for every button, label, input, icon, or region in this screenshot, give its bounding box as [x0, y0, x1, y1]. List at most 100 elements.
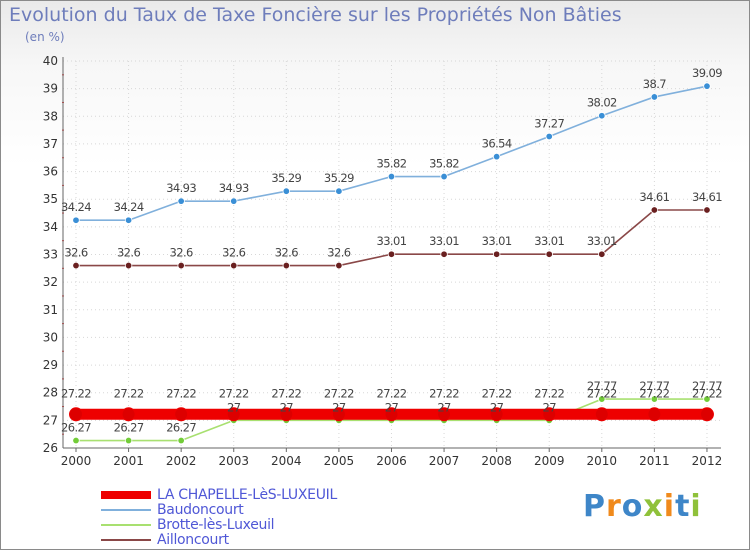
x-tick-label: 2001: [113, 454, 144, 468]
chart-title: Evolution du Taux de Taxe Foncière sur l…: [9, 4, 622, 26]
data-point: [331, 407, 346, 422]
legend-swatch-ailloncourt: [101, 539, 151, 541]
data-label: 33.01: [429, 234, 459, 248]
x-tick-label: 2011: [639, 454, 670, 468]
legend-label-la-chapelle: LA CHAPELLE-LèS-LUXEUIL: [157, 487, 337, 503]
data-label: 26.27: [61, 421, 91, 435]
data-label: 27.22: [534, 386, 564, 400]
data-point: [335, 187, 343, 195]
data-label: 27.22: [377, 386, 407, 400]
data-point: [177, 436, 185, 445]
data-label: 34.61: [692, 190, 722, 204]
y-tick-label: 34: [43, 220, 58, 234]
data-label: 34.24: [114, 200, 144, 214]
legend-label-baudoncourt: Baudoncourt: [157, 502, 244, 518]
data-point: [650, 395, 659, 403]
legend-item-la-chapelle[interactable]: LA CHAPELLE-LèS-LUXEUIL: [101, 487, 401, 505]
data-label: 35.82: [377, 157, 407, 171]
logo-letter: t: [675, 489, 691, 524]
legend-label-brotte: Brotte-lès-Luxeuil: [157, 517, 275, 533]
y-tick-label: 27: [43, 413, 58, 427]
data-point: [282, 187, 291, 195]
data-label: 27.22: [114, 386, 144, 400]
data-point: [384, 407, 399, 422]
data-point: [440, 250, 448, 258]
x-tick-label: 2005: [324, 454, 355, 468]
data-label: 38.7: [643, 77, 666, 91]
data-label: 33.01: [482, 234, 512, 248]
data-point: [437, 407, 452, 422]
logo-letter: i: [690, 489, 702, 524]
axes: 26 27 28 29 30 31 32 33 34 35 36 37 38 39 40 2000 2001 20…: [43, 54, 723, 468]
data-point: [598, 395, 606, 403]
data-label: 27.22: [324, 386, 354, 400]
data-point: [598, 112, 606, 120]
data-label: 26.27: [166, 421, 196, 435]
data-point: [226, 407, 241, 422]
data-label: 33.01: [587, 234, 617, 248]
data-point: [174, 407, 189, 422]
data-point: [335, 261, 343, 270]
data-point: [542, 407, 557, 422]
x-tick-label: 2002: [166, 454, 197, 468]
legend-item-brotte[interactable]: Brotte-lès-Luxeuil: [101, 517, 401, 535]
y-tick-label: 38: [43, 109, 58, 123]
data-label: 27: [227, 400, 241, 414]
data-label: 27: [543, 400, 557, 414]
data-label: 27.77: [692, 379, 722, 393]
data-label: 37.27: [534, 116, 564, 130]
data-point: [177, 197, 185, 205]
logo-letter: r: [606, 489, 622, 524]
data-point: [440, 172, 448, 181]
x-tick-label: 2003: [218, 454, 249, 468]
proxiti-logo: Proxiti: [583, 489, 702, 524]
data-label: 34.61: [639, 190, 669, 204]
data-label: 32.6: [64, 246, 87, 260]
data-point: [598, 250, 606, 258]
data-point: [230, 261, 238, 270]
data-label: 35.29: [324, 171, 354, 185]
logo-letter: i: [663, 489, 676, 524]
data-label: 34.24: [61, 200, 91, 214]
series: [69, 82, 714, 445]
x-tick-label: 2004: [271, 454, 302, 468]
data-point: [72, 261, 80, 270]
data-point: [650, 206, 659, 214]
data-label: 32.6: [222, 246, 245, 260]
data-label: 27.77: [639, 379, 669, 393]
data-point: [699, 407, 714, 422]
x-tick-label: 2009: [534, 454, 565, 468]
data-point: [703, 82, 711, 90]
data-label: 32.6: [327, 246, 350, 260]
data-label: 32.6: [170, 246, 193, 260]
data-point: [279, 407, 294, 422]
data-label: 27: [385, 400, 399, 414]
y-tick-label: 29: [43, 358, 58, 372]
y-tick-label: 33: [43, 248, 58, 262]
data-label: 27.22: [219, 386, 249, 400]
x-tick-label: 2000: [61, 454, 92, 468]
y-tick-label: 28: [43, 386, 58, 400]
y-tick-label: 31: [43, 303, 58, 317]
legend-swatch-baudoncourt: [101, 509, 151, 511]
data-label: 27.77: [587, 379, 617, 393]
data-label: 27.22: [61, 386, 91, 400]
data-label: 27.22: [587, 386, 617, 400]
data-point: [177, 261, 185, 270]
x-tick-label: 2007: [429, 454, 460, 468]
data-label: 27.22: [166, 386, 196, 400]
data-label: 34.93: [166, 181, 196, 195]
legend-item-ailloncourt[interactable]: Ailloncourt: [101, 532, 401, 549]
legend-item-baudoncourt[interactable]: Baudoncourt: [101, 502, 401, 520]
data-point: [703, 206, 711, 214]
data-label: 33.01: [534, 234, 564, 248]
data-label: 39.09: [692, 66, 722, 80]
x-tick-label: 2010: [587, 454, 618, 468]
data-label: 36.54: [482, 137, 512, 151]
data-point: [650, 93, 659, 101]
data-label: 27.22: [271, 386, 301, 400]
data-label: 27: [490, 400, 504, 414]
y-tick-label: 36: [43, 165, 58, 179]
